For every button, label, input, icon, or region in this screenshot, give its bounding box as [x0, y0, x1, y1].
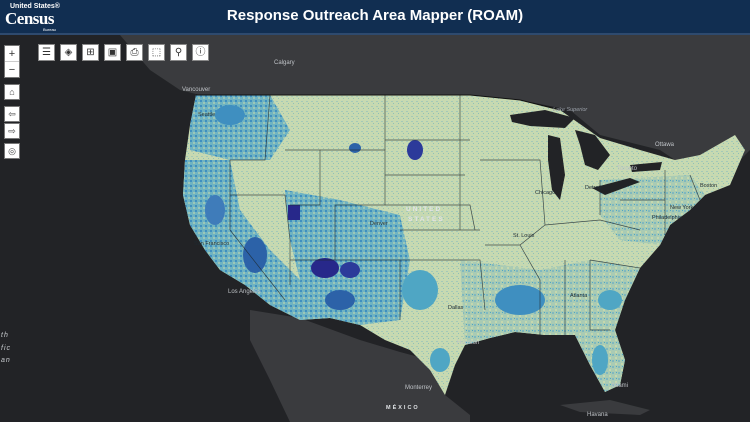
cuba-land — [560, 400, 650, 415]
zoom-control: + − — [4, 45, 20, 78]
label-seattle: Seattle — [198, 112, 216, 118]
high-area-4 — [349, 143, 361, 153]
arrow-right-icon: ⇨ — [8, 125, 16, 136]
us-canada-border — [196, 94, 561, 111]
ocean-label-3: an — [1, 357, 11, 364]
high-area-11 — [215, 105, 245, 125]
select-tool-button[interactable]: ⬚ — [148, 44, 165, 61]
locate-button[interactable]: ◎ — [4, 143, 20, 159]
arrow-left-icon: ⇦ — [8, 108, 16, 119]
print-icon: ⎙ — [130, 46, 139, 58]
app-header: United States® Census Bureau Response Ou… — [0, 0, 750, 35]
map-view[interactable]: Calgary Vancouver Seattle Ottawa Toronto… — [0, 35, 750, 422]
high-area-6 — [243, 237, 267, 273]
logo-bureau: Bureau — [43, 27, 56, 32]
legend-tool-button[interactable]: ☰ — [38, 44, 55, 61]
state-boundaries — [229, 94, 701, 335]
northwest-zone — [190, 95, 290, 160]
lake-erie — [592, 178, 640, 195]
lake-michigan — [548, 135, 565, 200]
census-logo[interactable]: United States® Census Bureau — [5, 3, 65, 33]
label-detroit: Detroit — [585, 185, 602, 191]
layers-tool-button[interactable]: ◈ — [60, 44, 77, 61]
label-calgary: Calgary — [274, 60, 295, 66]
label-lake-superior: Lake Superior — [553, 107, 588, 113]
home-icon: ⌂ — [9, 87, 15, 97]
label-united: UNITED — [406, 206, 443, 213]
lake-superior — [510, 110, 575, 128]
select-icon: ⬚ — [151, 46, 162, 58]
zoom-in-button[interactable]: + — [8, 47, 16, 60]
label-los-angeles: Los Angeles — [228, 289, 261, 295]
high-area-1 — [311, 258, 339, 278]
label-toronto: Toronto — [617, 166, 638, 172]
map-toolbar: ☰ ◈ ⊞ ▣ ⎙ ⬚ ⚲ ⓘ — [38, 44, 209, 61]
label-dallas: Dallas — [448, 305, 464, 311]
ocean-label-2: fic — [1, 345, 11, 352]
high-area-10 — [325, 290, 355, 310]
label-new-york: New York — [670, 205, 694, 211]
label-boston: Boston — [700, 183, 718, 189]
high-area-9 — [402, 270, 438, 310]
list-icon: ☰ — [42, 46, 51, 58]
label-chicago: Chicago — [535, 190, 556, 196]
label-denver: Denver — [370, 221, 388, 227]
zoom-out-button[interactable]: − — [5, 61, 19, 77]
high-area-3 — [407, 140, 423, 160]
high-area-5 — [288, 205, 300, 220]
mexico-land — [250, 310, 470, 422]
label-houston: Houston — [457, 340, 480, 346]
label-st-louis: St. Louis — [513, 233, 535, 239]
layers-icon: ◈ — [64, 46, 73, 58]
southeast-zone — [460, 260, 640, 392]
ocean-label-1: th — [1, 332, 9, 339]
label-vancouver: Vancouver — [182, 87, 211, 93]
high-area-13 — [430, 348, 450, 372]
label-miami: Miami — [612, 383, 628, 389]
logo-census: Census — [5, 9, 54, 28]
high-area-12 — [592, 345, 608, 375]
label-san-francisco: San Francisco — [194, 241, 230, 247]
info-icon: ⓘ — [195, 46, 206, 58]
share-icon: ⚲ — [174, 46, 183, 58]
label-atlanta: Atlanta — [570, 293, 588, 299]
canada-land — [120, 35, 750, 180]
app-title: Response Outreach Area Mapper (ROAM) — [226, 7, 524, 24]
logo-united-states: United States® — [10, 3, 60, 10]
southwest-zone — [285, 190, 410, 325]
label-philadelphia: Philadelphia — [652, 215, 682, 221]
high-area-8 — [495, 285, 545, 315]
label-monterrey: Monterrey — [405, 385, 433, 391]
label-mexico: MÉXICO — [386, 405, 420, 411]
share-tool-button[interactable]: ⚲ — [170, 44, 187, 61]
high-area-2 — [340, 262, 360, 278]
label-states: STATES — [408, 216, 445, 223]
grid-icon: ⊞ — [86, 46, 95, 58]
print-tool-button[interactable]: ⎙ — [126, 44, 143, 61]
previous-extent-button[interactable]: ⇦ — [4, 106, 20, 122]
info-tool-button[interactable]: ⓘ — [192, 44, 209, 61]
northeast-zone — [600, 175, 705, 245]
next-extent-button[interactable]: ⇨ — [4, 123, 20, 139]
label-havana: Havana — [587, 412, 608, 418]
save-tool-button[interactable]: ▣ — [104, 44, 121, 61]
label-ottawa: Ottawa — [655, 142, 675, 148]
save-icon: ▣ — [107, 46, 118, 58]
locate-icon: ◎ — [8, 145, 16, 156]
high-area-7 — [205, 195, 225, 225]
lake-huron — [575, 130, 610, 170]
map-canvas[interactable] — [0, 35, 750, 422]
high-area-14 — [598, 290, 622, 310]
basemap-tool-button[interactable]: ⊞ — [82, 44, 99, 61]
home-button[interactable]: ⌂ — [4, 84, 20, 100]
lake-ontario — [630, 162, 662, 172]
